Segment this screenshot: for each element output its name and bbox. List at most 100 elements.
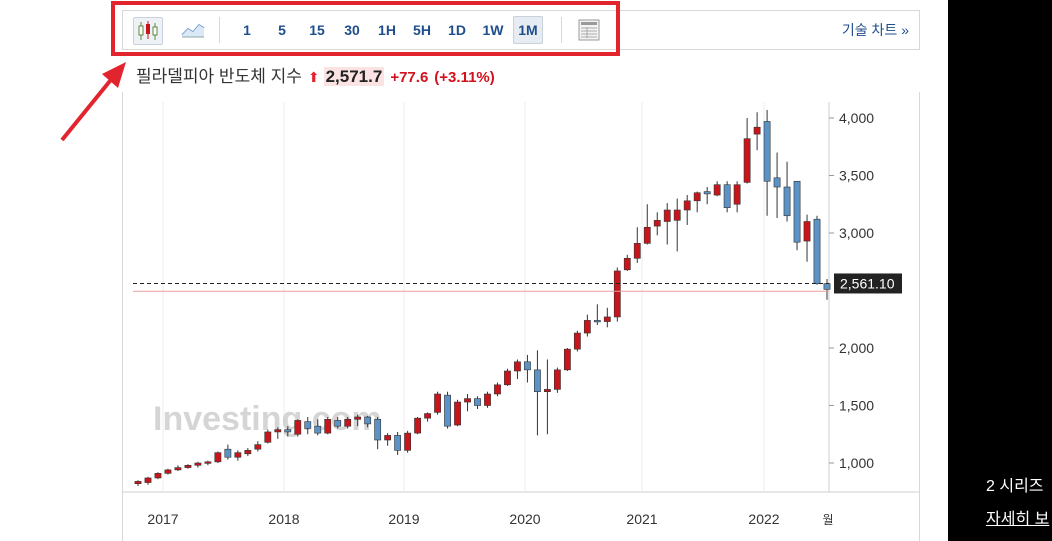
price-change-percent: (+3.11%) <box>434 69 495 86</box>
candle-body <box>334 420 342 427</box>
candle-body <box>404 432 412 451</box>
candle-body <box>553 369 561 390</box>
candle-body <box>563 348 571 371</box>
candle-body <box>723 184 731 208</box>
table-view-icon[interactable] <box>575 17 603 43</box>
candle-body <box>444 394 451 427</box>
candle-body <box>164 469 172 474</box>
candle-body <box>763 121 771 182</box>
candle-body <box>524 361 531 371</box>
candle-body <box>683 200 691 211</box>
toolbar-divider <box>561 17 562 43</box>
candle-body <box>653 220 661 227</box>
price-change: +77.6 <box>390 69 429 86</box>
x-tick-label: 2020 <box>509 511 540 527</box>
candlestick-icon[interactable] <box>133 17 163 45</box>
candle-body <box>284 429 292 433</box>
candle-body <box>464 398 471 403</box>
interval-5[interactable]: 5 <box>278 22 286 38</box>
candle-body <box>344 418 352 427</box>
candle-body <box>274 429 282 433</box>
candle-body <box>514 361 521 372</box>
interval-5h[interactable]: 5H <box>413 22 431 38</box>
candle-body <box>733 184 741 205</box>
candle-body <box>304 421 312 429</box>
candle-body <box>374 418 382 441</box>
side-details-link[interactable]: 자세히 보 <box>986 511 1050 528</box>
last-price-tag <box>834 273 902 294</box>
side-series-text: 2 시리즈 <box>986 478 1044 495</box>
interval-1m[interactable]: 1M <box>513 16 543 44</box>
x-tick-label: 2019 <box>388 511 419 527</box>
instrument-name: 필라델피아 반도체 지수 <box>136 67 302 86</box>
candle-body <box>783 186 791 217</box>
toolbar-divider <box>219 17 220 43</box>
x-tick-label: 월 <box>822 513 833 527</box>
candle-body <box>573 332 581 350</box>
interval-30[interactable]: 30 <box>344 22 360 38</box>
candle-body <box>394 435 402 451</box>
candle-body <box>743 138 751 183</box>
candle-body <box>324 418 332 434</box>
candle-body <box>793 180 801 243</box>
candle-body <box>174 467 182 471</box>
interval-1w[interactable]: 1W <box>482 22 504 38</box>
last-price-label: 2,561.10 <box>840 275 895 291</box>
candle-body <box>194 462 202 466</box>
y-tick-label: 2,000 <box>839 340 874 356</box>
candle-body <box>264 431 272 443</box>
last-price: 2,571.7 <box>323 67 385 86</box>
candle-body <box>813 218 821 284</box>
candle-body <box>643 226 651 244</box>
x-tick-label: 2018 <box>268 511 299 527</box>
candle-body <box>663 209 671 222</box>
candle-body <box>214 452 222 463</box>
candle-body <box>154 473 162 479</box>
instrument-header: 필라델피아 반도체 지수 ⬆ 2,571.7 +77.6 (+3.11%) <box>136 62 495 87</box>
candlestick-chart: 2017 2018 2019 2020 2021 2022 월 4,000 3,500 3,000… <box>123 102 919 527</box>
candle-body <box>603 316 611 322</box>
toolbar-highlight-box <box>111 1 620 56</box>
candle-body <box>593 320 601 323</box>
candle-body <box>294 420 302 435</box>
x-tick-label: 2022 <box>748 511 779 527</box>
candle-body <box>244 450 252 455</box>
candle-body <box>623 258 631 271</box>
candle-body <box>703 191 711 195</box>
line-chart-icon[interactable] <box>179 17 207 43</box>
up-arrow-icon: ⬆ <box>307 69 320 85</box>
candle-body <box>184 464 192 468</box>
candle-body <box>633 243 641 259</box>
interval-1h[interactable]: 1H <box>378 22 396 38</box>
candle-body <box>494 384 501 395</box>
candle-body <box>504 370 511 386</box>
candle-body <box>823 283 831 290</box>
candle-body <box>384 435 392 441</box>
y-tick-label: 1,000 <box>839 455 874 471</box>
interval-15[interactable]: 15 <box>309 22 325 38</box>
candle-body <box>424 413 431 419</box>
candle-body <box>314 425 322 434</box>
candle-body <box>434 393 441 413</box>
candle-body <box>484 393 491 406</box>
candle-body <box>354 416 362 420</box>
interval-1[interactable]: 1 <box>243 22 251 38</box>
candle-body <box>673 209 681 221</box>
red-arrow-annotation <box>60 62 126 142</box>
candle-body <box>544 389 551 392</box>
interval-1d[interactable]: 1D <box>448 22 466 38</box>
y-tick-label: 3,000 <box>839 225 874 241</box>
candle-body <box>254 444 262 450</box>
candle-body <box>224 448 232 458</box>
chart-toolbar: 1 5 15 30 1H 5H 1D 1W 1M 기술 차트 » <box>122 10 920 50</box>
candle-body <box>534 369 541 393</box>
candle-body <box>583 320 591 334</box>
candle-body <box>234 452 242 458</box>
candle-body <box>773 177 781 188</box>
y-tick-label: 3,500 <box>839 168 874 184</box>
y-tick-label: 4,000 <box>839 110 874 126</box>
technical-chart-link[interactable]: 기술 차트 » <box>841 22 909 38</box>
y-tick-label: 1,500 <box>839 398 874 414</box>
chart-widget: 1 5 15 30 1H 5H 1D 1W 1M 기술 차트 » 필라델피아 반 <box>0 0 948 541</box>
candle-body <box>134 481 142 484</box>
